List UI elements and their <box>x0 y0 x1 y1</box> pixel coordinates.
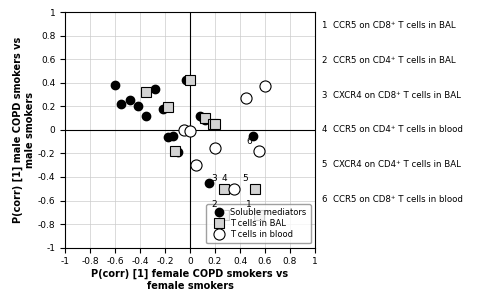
Text: 1: 1 <box>246 200 252 209</box>
Text: 5  CXCR4 on CD4⁺ T cells in BAL: 5 CXCR4 on CD4⁺ T cells in BAL <box>322 160 462 169</box>
Text: 6  CCR5 on CD8⁺ T cells in blood: 6 CCR5 on CD8⁺ T cells in blood <box>322 195 464 204</box>
Text: 3  CXCR4 on CD8⁺ T cells in BAL: 3 CXCR4 on CD8⁺ T cells in BAL <box>322 91 462 100</box>
Legend: Soluble mediators, T cells in BAL, T cells in blood: Soluble mediators, T cells in BAL, T cel… <box>206 204 311 243</box>
Text: 3: 3 <box>211 174 217 183</box>
Text: 6: 6 <box>246 137 252 146</box>
Text: 5: 5 <box>242 174 248 183</box>
Y-axis label: P(corr) [1] male COPD smokers vs
male smokers: P(corr) [1] male COPD smokers vs male sm… <box>13 37 35 223</box>
Text: 4  CCR5 on CD4⁺ T cells in blood: 4 CCR5 on CD4⁺ T cells in blood <box>322 125 464 134</box>
Text: 4: 4 <box>221 174 227 183</box>
Text: 2  CCR5 on CD4⁺ T cells in BAL: 2 CCR5 on CD4⁺ T cells in BAL <box>322 56 456 65</box>
Text: 2: 2 <box>211 200 217 209</box>
X-axis label: P(corr) [1] female COPD smokers vs
female smokers: P(corr) [1] female COPD smokers vs femal… <box>92 269 288 291</box>
Text: 1  CCR5 on CD8⁺ T cells in BAL: 1 CCR5 on CD8⁺ T cells in BAL <box>322 21 456 30</box>
